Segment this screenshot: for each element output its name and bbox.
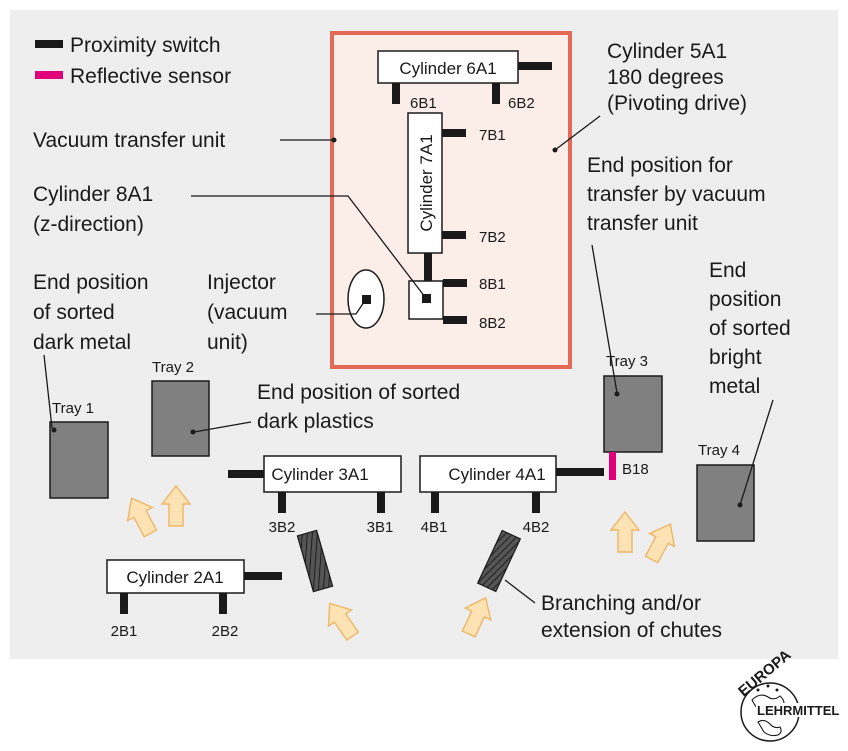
cylinder-3a1 xyxy=(263,455,402,493)
legend: Proximity switch Reflective sensor xyxy=(35,34,231,88)
tray-1 xyxy=(49,421,109,499)
flow-arrow-to-tray-2 xyxy=(160,484,192,527)
flow-arrow-to-tray-4 xyxy=(644,523,676,564)
switch-4b2 xyxy=(532,492,540,513)
cylinder-4a1-label: Cylinder 4A1 xyxy=(448,465,545,484)
switch-3b2 xyxy=(278,492,286,513)
switch-3b2-label: 3B2 xyxy=(269,519,296,536)
cylinder-7a1 xyxy=(407,112,443,254)
svg-text:Cylinder 5A1: Cylinder 5A1 xyxy=(607,40,727,63)
switch-6b1 xyxy=(392,83,400,104)
svg-text:(Pivoting drive): (Pivoting drive) xyxy=(607,92,747,115)
switch-8b1 xyxy=(443,279,467,287)
svg-text:End position: End position xyxy=(33,271,149,294)
flow-arrow-to-tray-3 xyxy=(609,510,641,553)
cylinder-6a1 xyxy=(377,50,519,84)
svg-text:Injector: Injector xyxy=(207,271,276,294)
tray-2-label: Tray 2 xyxy=(152,359,194,376)
tray-3 xyxy=(603,375,663,453)
legend-proximity-switch: Proximity switch xyxy=(70,34,221,57)
switch-6b2-label: 6B2 xyxy=(508,95,535,112)
svg-text:End position of sorted: End position of sorted xyxy=(257,381,460,404)
cylinder-2a1-label: Cylinder 2A1 xyxy=(126,568,223,587)
svg-text:LEHRMITTEL: LEHRMITTEL xyxy=(757,703,839,718)
svg-text:Cylinder 8A1: Cylinder 8A1 xyxy=(33,183,153,206)
switch-2b1 xyxy=(120,593,128,614)
switch-8b2-label: 8B2 xyxy=(479,315,506,332)
injector-marker xyxy=(362,295,371,304)
cylinder-6a1-label: Cylinder 6A1 xyxy=(399,59,496,78)
reflective-sensor-legend-swatch xyxy=(35,71,63,79)
svg-text:position: position xyxy=(709,288,781,311)
legend-reflective-sensor: Reflective sensor xyxy=(70,65,231,88)
annotation-cylinder-5a1: Cylinder 5A1 180 degrees (Pivoting drive… xyxy=(607,40,747,115)
proximity-switch-legend-swatch xyxy=(35,40,63,48)
svg-text:dark plastics: dark plastics xyxy=(257,410,374,433)
annotation-end-transfer: End position for transfer by vacuum tran… xyxy=(587,154,766,235)
switch-4b2-label: 4B2 xyxy=(523,519,550,536)
switch-4b1-label: 4B1 xyxy=(421,519,448,536)
reflective-sensor-b18 xyxy=(609,452,616,480)
chute-extension-right xyxy=(476,529,522,593)
sensor-b18-label: B18 xyxy=(622,461,649,478)
svg-text:transfer unit: transfer unit xyxy=(587,212,698,235)
cylinder-2a1 xyxy=(106,559,245,594)
switch-7b1 xyxy=(442,129,466,137)
svg-text:End position for: End position for xyxy=(587,154,733,177)
svg-text:dark metal: dark metal xyxy=(33,331,131,354)
svg-text:180 degrees: 180 degrees xyxy=(607,66,724,89)
europa-lehrmittel-logo: EUROPA LEHRMITTEL xyxy=(735,646,839,742)
svg-text:Branching and/or: Branching and/or xyxy=(541,592,701,615)
tray-3-label: Tray 3 xyxy=(606,353,648,370)
svg-text:(z-direction): (z-direction) xyxy=(33,213,144,236)
switch-6b2 xyxy=(492,83,500,104)
svg-text:extension of chutes: extension of chutes xyxy=(541,619,722,642)
annotation-bright-metal: End position of sorted bright metal xyxy=(709,259,791,398)
switch-7b1-label: 7B1 xyxy=(479,127,506,144)
svg-text:metal: metal xyxy=(709,375,760,398)
flow-arrow-to-tray-1 xyxy=(126,497,158,538)
switch-2b2 xyxy=(219,593,227,614)
svg-text:of sorted: of sorted xyxy=(33,301,115,324)
svg-text:bright: bright xyxy=(709,346,762,369)
flow-arrow-left-chute xyxy=(327,602,360,642)
cylinder-7a1-label: Cylinder 7A1 xyxy=(417,134,436,231)
annotation-dark-metal: End position of sorted dark metal xyxy=(33,271,149,354)
switch-8b2 xyxy=(443,316,467,324)
svg-text:transfer by vacuum: transfer by vacuum xyxy=(587,183,766,206)
svg-text:(vacuum: (vacuum xyxy=(207,301,288,324)
switch-3b1-label: 3B1 xyxy=(367,519,394,536)
svg-text:of sorted: of sorted xyxy=(709,317,791,340)
flow-arrow-right-chute xyxy=(461,596,492,638)
leader-lines xyxy=(43,115,774,604)
annotation-dark-plastics: End position of sorted dark plastics xyxy=(257,381,460,433)
svg-text:End: End xyxy=(709,259,746,282)
chute-extension-left xyxy=(296,529,334,593)
cylinder-3a1-label: Cylinder 3A1 xyxy=(271,465,368,484)
switch-8b1-label: 8B1 xyxy=(479,276,506,293)
tray-4 xyxy=(696,464,755,542)
cylinder-4a1 xyxy=(419,455,557,493)
cylinder-8a1-marker xyxy=(422,294,431,303)
tray-2 xyxy=(151,380,210,457)
tray-1-label: Tray 1 xyxy=(52,400,94,417)
switch-6b1-label: 6B1 xyxy=(410,95,437,112)
svg-text:unit): unit) xyxy=(207,331,248,354)
cylinder-8a1-rod xyxy=(424,253,432,281)
switch-4b1 xyxy=(431,492,439,513)
annotation-vacuum-transfer-unit: Vacuum transfer unit xyxy=(33,129,225,152)
annotation-injector: Injector (vacuum unit) xyxy=(207,271,288,354)
switch-7b2 xyxy=(442,231,466,239)
tray-4-label: Tray 4 xyxy=(698,442,740,459)
switch-2b1-label: 2B1 xyxy=(111,623,138,640)
annotation-branching: Branching and/or extension of chutes xyxy=(541,592,722,642)
switch-2b2-label: 2B2 xyxy=(212,623,239,640)
switch-3b1 xyxy=(377,492,385,513)
switch-7b2-label: 7B2 xyxy=(479,229,506,246)
cylinder-8a1 xyxy=(408,280,444,320)
annotation-cylinder-8a1: Cylinder 8A1 (z-direction) xyxy=(33,183,153,236)
